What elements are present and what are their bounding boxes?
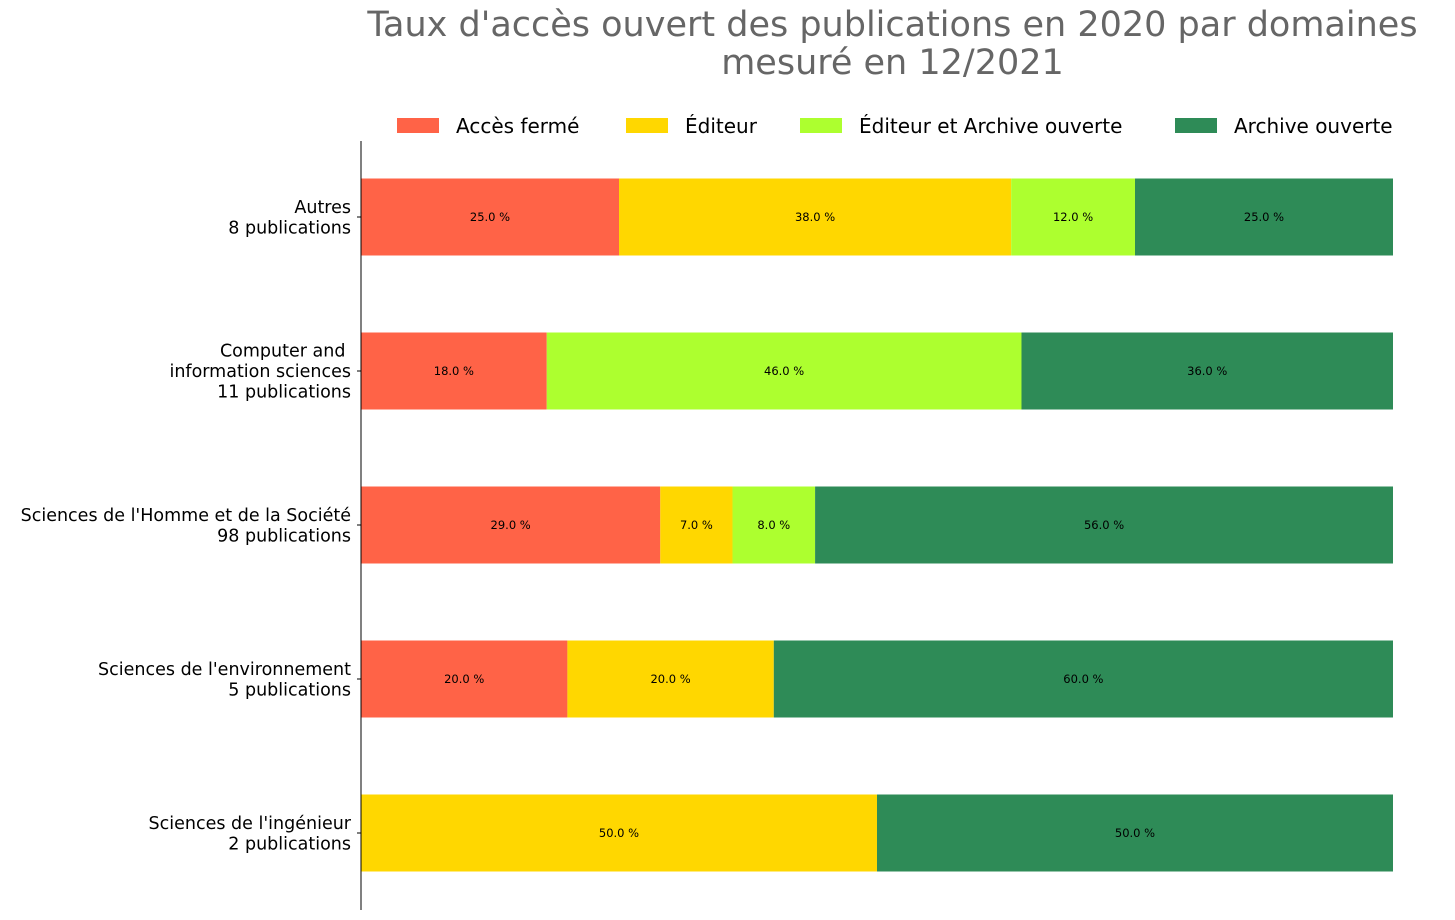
y-tick-label-line: 11 publications bbox=[217, 383, 351, 403]
plot-area: 25.0 % 38.0 % 12.0 % 25.0 % 18.0 % 46.0 % 36.0… bbox=[361, 178, 1393, 872]
data-label: 50.0 % bbox=[1115, 826, 1155, 840]
bar-segment-archive-ouverte bbox=[877, 794, 1393, 872]
bar-segment-editeur-et-archive-ouverte bbox=[1011, 178, 1135, 256]
data-label: 25.0 % bbox=[470, 210, 510, 224]
y-tick-label: Autres 8 publications bbox=[228, 198, 351, 239]
data-label: 20.0 % bbox=[650, 672, 690, 686]
data-label: 60.0 % bbox=[1063, 672, 1103, 686]
chart-title-line-2: mesuré en 12/2021 bbox=[721, 43, 1064, 83]
data-label: 38.0 % bbox=[795, 210, 835, 224]
bar-segment-acces-ferme bbox=[361, 178, 619, 256]
data-label: 56.0 % bbox=[1084, 518, 1124, 532]
bar-segment-editeur bbox=[567, 640, 774, 718]
y-tick-label-line: Sciences de l'ingénieur bbox=[149, 814, 352, 834]
y-tick-label-line: 8 publications bbox=[228, 218, 351, 238]
y-tick-label: Sciences de l'Homme et de la Société 98 p… bbox=[21, 506, 351, 547]
legend-swatch bbox=[626, 118, 668, 133]
data-label: 20.0 % bbox=[444, 672, 484, 686]
y-axis: Autres 8 publications Computer and informa… bbox=[21, 141, 362, 910]
legend-label: Accès fermé bbox=[456, 114, 579, 138]
y-tick-label-line: Sciences de l'environnement bbox=[98, 660, 351, 680]
y-tick-label-line: information sciences bbox=[169, 362, 351, 382]
y-tick-label-line: Autres bbox=[294, 198, 351, 218]
bar-segment-acces-ferme bbox=[361, 332, 547, 410]
legend-item-acces-ferme: Accès fermé bbox=[397, 114, 579, 138]
y-tick-label-line: Computer and bbox=[220, 342, 351, 362]
legend: Accès fermé Éditeur Éditeur et Archive ouv… bbox=[397, 114, 1393, 138]
data-label: 50.0 % bbox=[599, 826, 639, 840]
data-label: 7.0 % bbox=[680, 518, 713, 532]
legend-swatch bbox=[1175, 118, 1217, 133]
data-label: 36.0 % bbox=[1187, 364, 1227, 378]
legend-label: Archive ouverte bbox=[1234, 114, 1393, 138]
data-label: 12.0 % bbox=[1053, 210, 1093, 224]
chart-title-line-1: Taux d'accès ouvert des publications en … bbox=[367, 5, 1418, 45]
bar-segment-editeur bbox=[619, 178, 1012, 256]
data-label: 18.0 % bbox=[434, 364, 474, 378]
legend-label: Éditeur bbox=[685, 114, 758, 138]
chart-title: Taux d'accès ouvert des publications en … bbox=[330, 6, 1455, 82]
data-label: 25.0 % bbox=[1244, 210, 1284, 224]
bar-segment-archive-ouverte bbox=[1021, 332, 1393, 410]
bar-segment-acces-ferme bbox=[361, 486, 661, 564]
legend-item-editeur: Éditeur bbox=[626, 114, 758, 138]
bar-segment-editeur-et-archive-ouverte bbox=[732, 486, 816, 564]
data-label: 46.0 % bbox=[764, 364, 804, 378]
bar-segment-acces-ferme bbox=[361, 640, 568, 718]
y-tick-label: Computer and information sciences 11 publ… bbox=[169, 342, 351, 403]
y-tick-label-line: 98 publications bbox=[217, 526, 351, 546]
y-tick-label: Sciences de l'ingénieur 2 publications bbox=[149, 814, 352, 855]
y-tick-label: Sciences de l'environnement 5 publication… bbox=[98, 660, 351, 701]
legend-item-archive-ouverte: Archive ouverte bbox=[1175, 114, 1393, 138]
bar-segment-archive-ouverte bbox=[1135, 178, 1393, 256]
bar-segment-archive-ouverte bbox=[815, 486, 1393, 564]
legend-swatch bbox=[397, 118, 439, 133]
bar-segment-editeur-et-archive-ouverte bbox=[546, 332, 1022, 410]
y-tick-label-line: Sciences de l'Homme et de la Société bbox=[21, 506, 351, 526]
y-tick-label-line: 2 publications bbox=[228, 834, 351, 854]
data-label: 29.0 % bbox=[491, 518, 531, 532]
bar-segment-editeur bbox=[660, 486, 733, 564]
legend-swatch bbox=[800, 118, 842, 133]
legend-label: Éditeur et Archive ouverte bbox=[859, 114, 1122, 138]
y-tick-label-line: 5 publications bbox=[228, 680, 351, 700]
bar-segment-archive-ouverte bbox=[773, 640, 1393, 718]
bar-segment-editeur bbox=[361, 794, 877, 872]
data-label: 8.0 % bbox=[757, 518, 790, 532]
legend-item-editeur-et-archive-ouverte: Éditeur et Archive ouverte bbox=[800, 114, 1122, 138]
